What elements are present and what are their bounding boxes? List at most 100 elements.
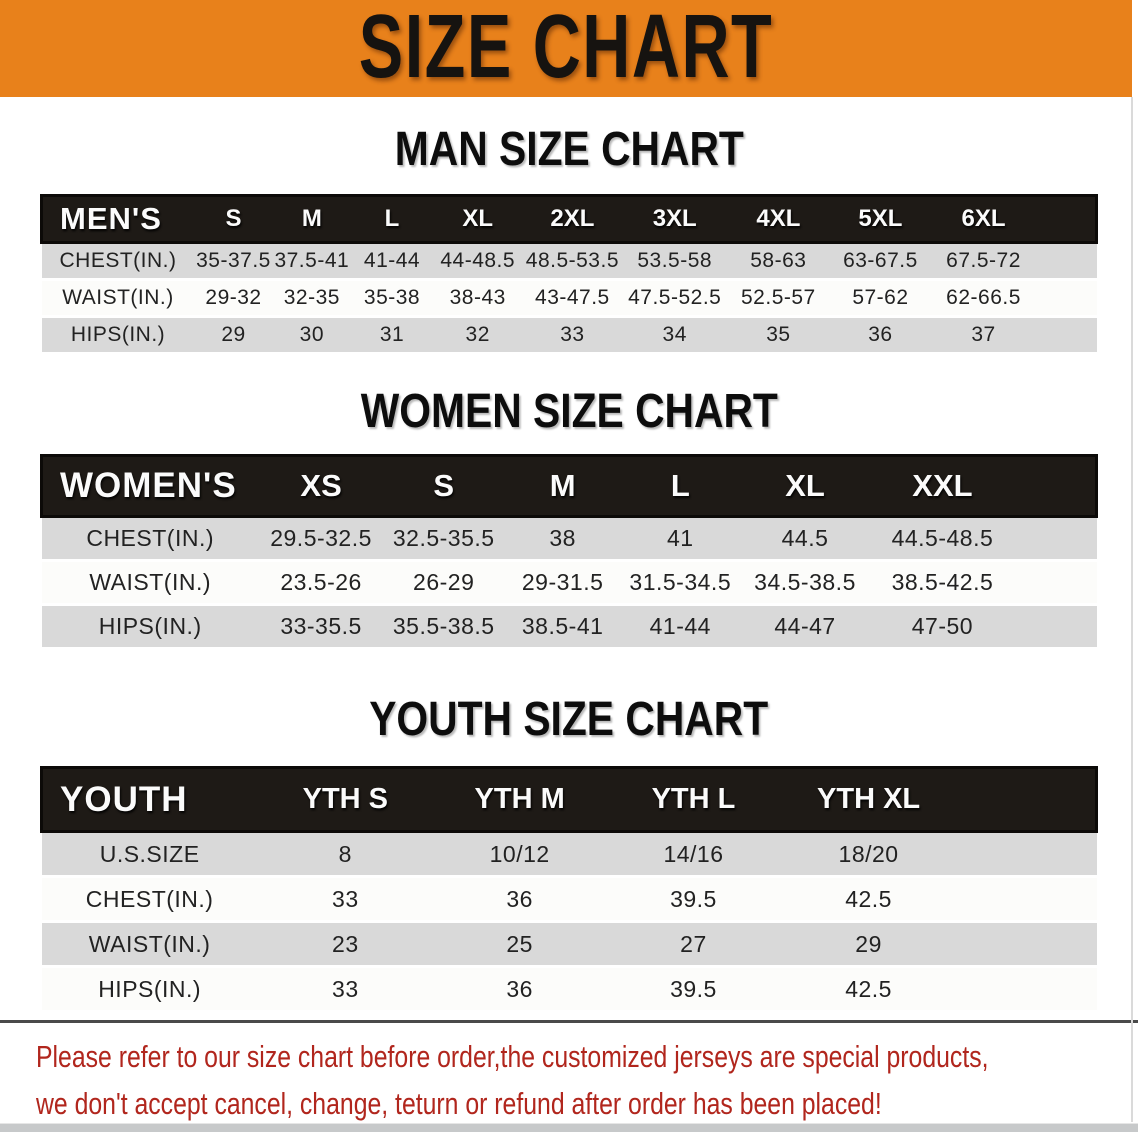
size-value-cell: 29-31.5	[521, 569, 604, 595]
youth-heading: YOUTH SIZE CHART	[0, 694, 1138, 746]
size-column-header: XL	[739, 454, 871, 518]
size-column-header: YTH S	[257, 766, 433, 833]
men-table-header: MEN'S S M L XL 2XL 3XL 4XL 5XL 6XL	[40, 194, 1098, 244]
size-value-cell: 48.5-53.5	[525, 249, 620, 272]
section-women: WOMEN SIZE CHART WOMEN'S XS S M L XL XXL CHEST…	[0, 386, 1138, 650]
women-size-table: WOMEN'S XS S M L XL XXL CHEST(IN.) 29.5-32.5 32.…	[39, 454, 1099, 650]
size-value-cell: 63-67.5	[843, 249, 918, 272]
section-youth: YOUTH SIZE CHART YOUTH YTH S YTH M YTH L YTH…	[0, 694, 1138, 1013]
size-column-header: 6XL	[931, 194, 1036, 244]
size-value-cell: 8	[338, 840, 352, 867]
youth-header-row: YOUTH YTH S YTH M YTH L YTH XL	[39, 766, 1098, 833]
disclaimer-line-1: Please refer to our size chart before or…	[36, 1033, 1102, 1080]
size-value-cell: 52.5-57	[741, 286, 816, 309]
size-value-cell: 38.5-41	[521, 613, 604, 639]
size-value-cell: 43-47.5	[535, 286, 610, 309]
size-value-cell: 30	[299, 323, 324, 346]
measurement-row: HIPS(IN.) 33-35.5 35.5-38.5 38.5-41 41-44 44-…	[41, 604, 1097, 649]
size-value-cell: 35-37.5	[196, 249, 271, 272]
banner: SIZE CHART	[0, 0, 1132, 97]
size-value-cell: 57-62	[852, 286, 909, 309]
size-value-cell: 18/20	[838, 840, 899, 867]
size-column-header: XS	[258, 454, 384, 518]
size-value-cell: 47.5-52.5	[628, 286, 722, 309]
size-value-cell: 36	[868, 323, 893, 346]
size-value-cell: 44-48.5	[440, 249, 516, 272]
row-label: U.S.SIZE	[99, 840, 200, 867]
size-column-header: 4XL	[727, 194, 830, 244]
row-filler	[957, 922, 1097, 967]
size-value-cell: 44.5-48.5	[891, 525, 994, 551]
size-column-header: XXL	[870, 454, 1015, 518]
measurement-row: CHEST(IN.) 33 36 39.5 42.5	[41, 876, 1097, 922]
size-value-cell: 53.5-58	[637, 249, 713, 272]
size-value-cell: 38-43	[449, 286, 506, 309]
size-value-cell: 23	[332, 930, 359, 957]
size-value-cell: 44.5	[781, 525, 829, 551]
size-column-header: YTH M	[432, 766, 607, 833]
men-heading-text: MAN SIZE CHART	[394, 123, 744, 176]
size-value-cell: 34	[662, 323, 687, 346]
row-filler	[1014, 561, 1096, 605]
women-table-header: WOMEN'S XS S M L XL XXL	[39, 454, 1099, 518]
women-table-title: WOMEN'S	[39, 454, 259, 518]
size-value-cell: 32	[465, 323, 490, 346]
header-filler	[956, 766, 1098, 833]
row-label: CHEST(IN.)	[86, 525, 214, 551]
measurement-row: WAIST(IN.) 29-32 32-35 35-38 38-43 43-47.5 47.…	[41, 279, 1097, 317]
size-value-cell: 26-29	[413, 569, 475, 595]
size-value-cell: 33	[332, 885, 359, 912]
size-value-cell: 25	[506, 930, 533, 957]
size-value-cell: 41	[666, 525, 694, 551]
header-filler	[1035, 194, 1098, 244]
size-column-header: L	[621, 454, 740, 518]
row-label: CHEST(IN.)	[85, 885, 214, 912]
row-label: HIPS(IN.)	[70, 323, 166, 346]
size-value-cell: 36	[506, 885, 533, 912]
men-header-row: MEN'S S M L XL 2XL 3XL 4XL 5XL 6XL	[40, 194, 1098, 244]
size-value-cell: 29	[221, 323, 246, 346]
size-value-cell: 10/12	[489, 840, 550, 867]
row-label: CHEST(IN.)	[59, 249, 177, 272]
size-value-cell: 33	[332, 975, 359, 1002]
size-column-header: M	[272, 194, 352, 244]
size-value-cell: 33-35.5	[280, 613, 362, 639]
women-table-body: CHEST(IN.) 29.5-32.5 32.5-35.5 38 41 44.5 44.5…	[41, 516, 1097, 649]
measurement-row: CHEST(IN.) 35-37.5 37.5-41 41-44 44-48.5 48.5…	[41, 242, 1097, 280]
size-value-cell: 33	[560, 323, 585, 346]
size-value-cell: 62-66.5	[946, 286, 1021, 309]
disclaimer: Please refer to our size chart before or…	[0, 1033, 1138, 1127]
size-value-cell: 41-44	[649, 613, 711, 639]
measurement-row: WAIST(IN.) 23.5-26 26-29 29-31.5 31.5-34.5 34…	[41, 560, 1097, 605]
row-label: WAIST(IN.)	[88, 930, 211, 957]
section-men: MAN SIZE CHART MEN'S S M L XL 2XL 3XL 4XL 5XL 6XL…	[0, 124, 1138, 355]
size-value-cell: 35.5-38.5	[392, 613, 495, 639]
size-value-cell: 29-32	[205, 286, 262, 309]
size-value-cell: 36	[506, 975, 533, 1002]
size-value-cell: 38	[549, 525, 576, 551]
measurement-row: U.S.SIZE 8 10/12 14/16 18/20	[41, 831, 1097, 877]
banner-title: SIZE CHART	[358, 0, 774, 97]
size-value-cell: 27	[680, 930, 707, 957]
men-size-table: MEN'S S M L XL 2XL 3XL 4XL 5XL 6XL CHEST(IN.) 35-3…	[40, 194, 1098, 355]
row-label: HIPS(IN.)	[98, 613, 202, 639]
measurement-row: CHEST(IN.) 29.5-32.5 32.5-35.5 38 41 44.5 44.5…	[41, 516, 1097, 561]
row-filler	[957, 967, 1097, 1012]
size-value-cell: 34.5-38.5	[754, 569, 856, 595]
size-value-cell: 58-63	[750, 249, 807, 272]
disclaimer-line-1-text: Please refer to our size chart before or…	[36, 1039, 989, 1074]
row-filler	[1036, 280, 1097, 317]
size-column-header: M	[504, 454, 622, 518]
size-value-cell: 37	[971, 323, 996, 346]
row-label: WAIST(IN.)	[62, 286, 174, 309]
image-edge-strip-bottom	[0, 1123, 1138, 1132]
size-value-cell: 32.5-35.5	[392, 525, 495, 551]
size-column-header: S	[383, 454, 505, 518]
header-filler	[1014, 454, 1099, 518]
disclaimer-line-2-text: we don't accept cancel, change, teturn o…	[36, 1086, 882, 1121]
women-heading-text: WOMEN SIZE CHART	[360, 385, 778, 438]
youth-table-title: YOUTH	[39, 766, 258, 833]
row-label: WAIST(IN.)	[89, 569, 211, 595]
size-value-cell: 37.5-41	[274, 249, 350, 272]
size-value-cell: 35-38	[363, 286, 421, 309]
